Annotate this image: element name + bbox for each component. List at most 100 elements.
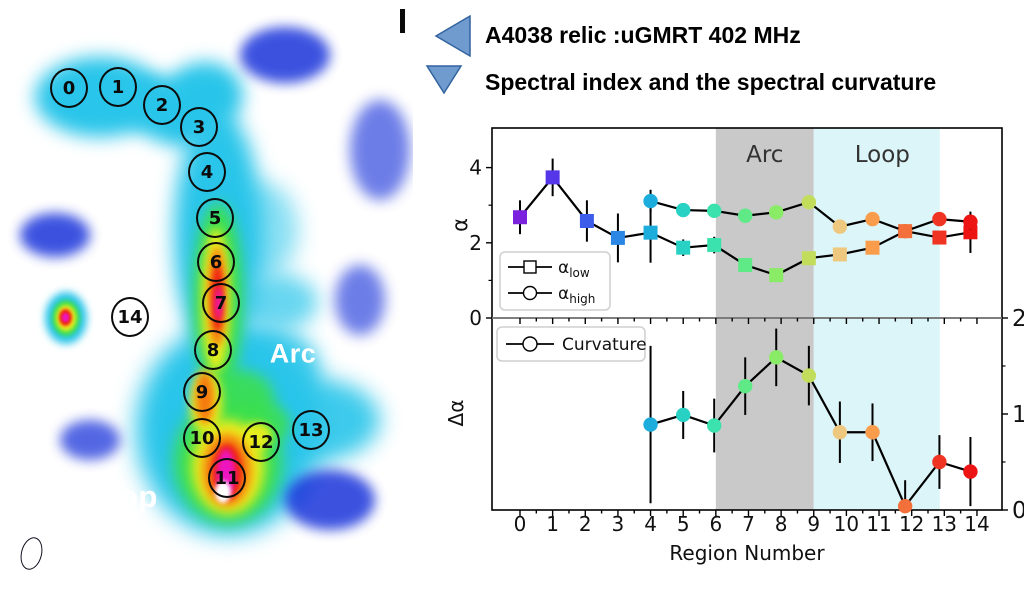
region-marker-14: 14 [111,297,149,337]
marker-square [738,257,753,272]
marker-square [545,170,560,185]
region-marker-5: 5 [196,198,234,238]
legend-circle-icon [522,285,538,301]
x-tick-label: 11 [866,512,891,536]
background-patch [350,100,410,200]
x-tick-label: 8 [775,512,788,536]
loop-map-label: Loop [80,479,158,514]
marker-circle [738,208,753,223]
y2-tick-label: 0 [1012,498,1024,524]
marker-square [513,210,527,225]
beam-ellipse [17,534,46,573]
point-source-blob [62,313,69,322]
scale-bar [400,9,405,33]
marker-circle [707,418,722,433]
slide-title-2: Spectral index and the spectral curvatur… [485,69,937,95]
marker-circle [963,464,978,479]
arc-map-label: Arc [269,338,317,369]
y2-tick-label: 1 [1012,402,1024,428]
marker-square [579,213,594,228]
region-marker-9: 9 [183,372,221,412]
region-marker-11: 11 [208,458,246,498]
region-marker-4: 4 [188,152,226,192]
marker-circle [769,350,784,365]
marker-circle [676,407,691,423]
region-marker-0: 0 [50,68,88,108]
marker-square [865,240,880,255]
marker-circle [832,425,848,440]
marker-square [932,230,947,245]
x-tick-label: 3 [612,512,625,536]
region-marker-10: 10 [183,418,221,458]
marker-square [676,240,691,255]
down-triangle-icon [425,65,463,95]
marker-square [963,225,978,240]
marker-square [769,268,784,283]
x-tick-label: 9 [807,512,820,536]
left-triangle-icon [434,14,471,58]
band-Loop [813,128,940,510]
x-tick-label: 7 [742,512,755,536]
marker-circle [932,211,947,227]
marker-circle [738,378,753,394]
y2-tick-label: 2 [1012,306,1024,332]
marker-circle [676,202,691,218]
region-marker-6: 6 [197,242,235,282]
background-patch [285,470,375,530]
scale-bar-marker [395,4,410,38]
x-tick-label: 4 [644,512,657,536]
radio-map-image: 0 1 2 3 4 5 6 7 8 9 10 11 12 13 14 Arc Loop [0,0,413,592]
marker-circle [769,205,784,220]
x-tick-label: 12 [899,512,924,536]
legend-label: Curvature [562,335,647,355]
x-tick-label: 0 [514,512,527,536]
marker-circle [865,211,880,227]
legend-square-icon [523,260,537,274]
y-tick-label: 0 [469,306,482,330]
x-axis-title: Region Number [669,541,825,565]
marker-square [643,225,658,240]
y-tick-label: 4 [469,156,482,180]
region-marker-13: 13 [292,410,330,450]
legend-circle-icon [522,336,538,352]
bottom-legend-box [496,326,646,362]
region-marker-1: 1 [99,67,137,107]
background-patch [240,27,330,83]
marker-square [610,230,625,245]
marker-square [801,251,816,266]
background-patch [20,213,90,257]
marker-circle [897,223,913,239]
bottom-ylabel: Δα [444,400,468,427]
marker-circle [707,203,722,219]
slide-title-1: A4038 relic :uGMRT 402 MHz [485,22,801,48]
region-marker-12: 12 [242,422,280,462]
marker-circle [865,425,880,440]
x-tick-label: 10 [834,512,859,536]
emission-blob [238,274,318,330]
marker-circle [897,498,913,514]
marker-circle [801,368,817,383]
marker-circle [643,417,658,432]
top-ylabel: α [448,218,472,232]
background-patch [60,420,120,460]
band-label-Arc: Arc [746,142,783,168]
marker-circle [801,194,817,210]
band-label-Loop: Loop [855,142,910,168]
x-tick-label: 6 [709,512,722,536]
marker-circle [832,219,848,234]
x-tick-label: 13 [932,512,957,536]
marker-circle [643,193,658,209]
marker-square [707,238,722,253]
x-tick-label: 2 [579,512,592,536]
region-marker-8: 8 [194,330,232,370]
y-tick-label: 2 [469,231,482,255]
background-patch [335,265,385,335]
marker-square [832,247,847,262]
x-tick-label: 14 [964,512,989,536]
x-tick-label: 5 [677,512,690,536]
marker-circle [932,454,947,470]
region-marker-2: 2 [143,85,181,125]
marker-circle [963,214,978,229]
